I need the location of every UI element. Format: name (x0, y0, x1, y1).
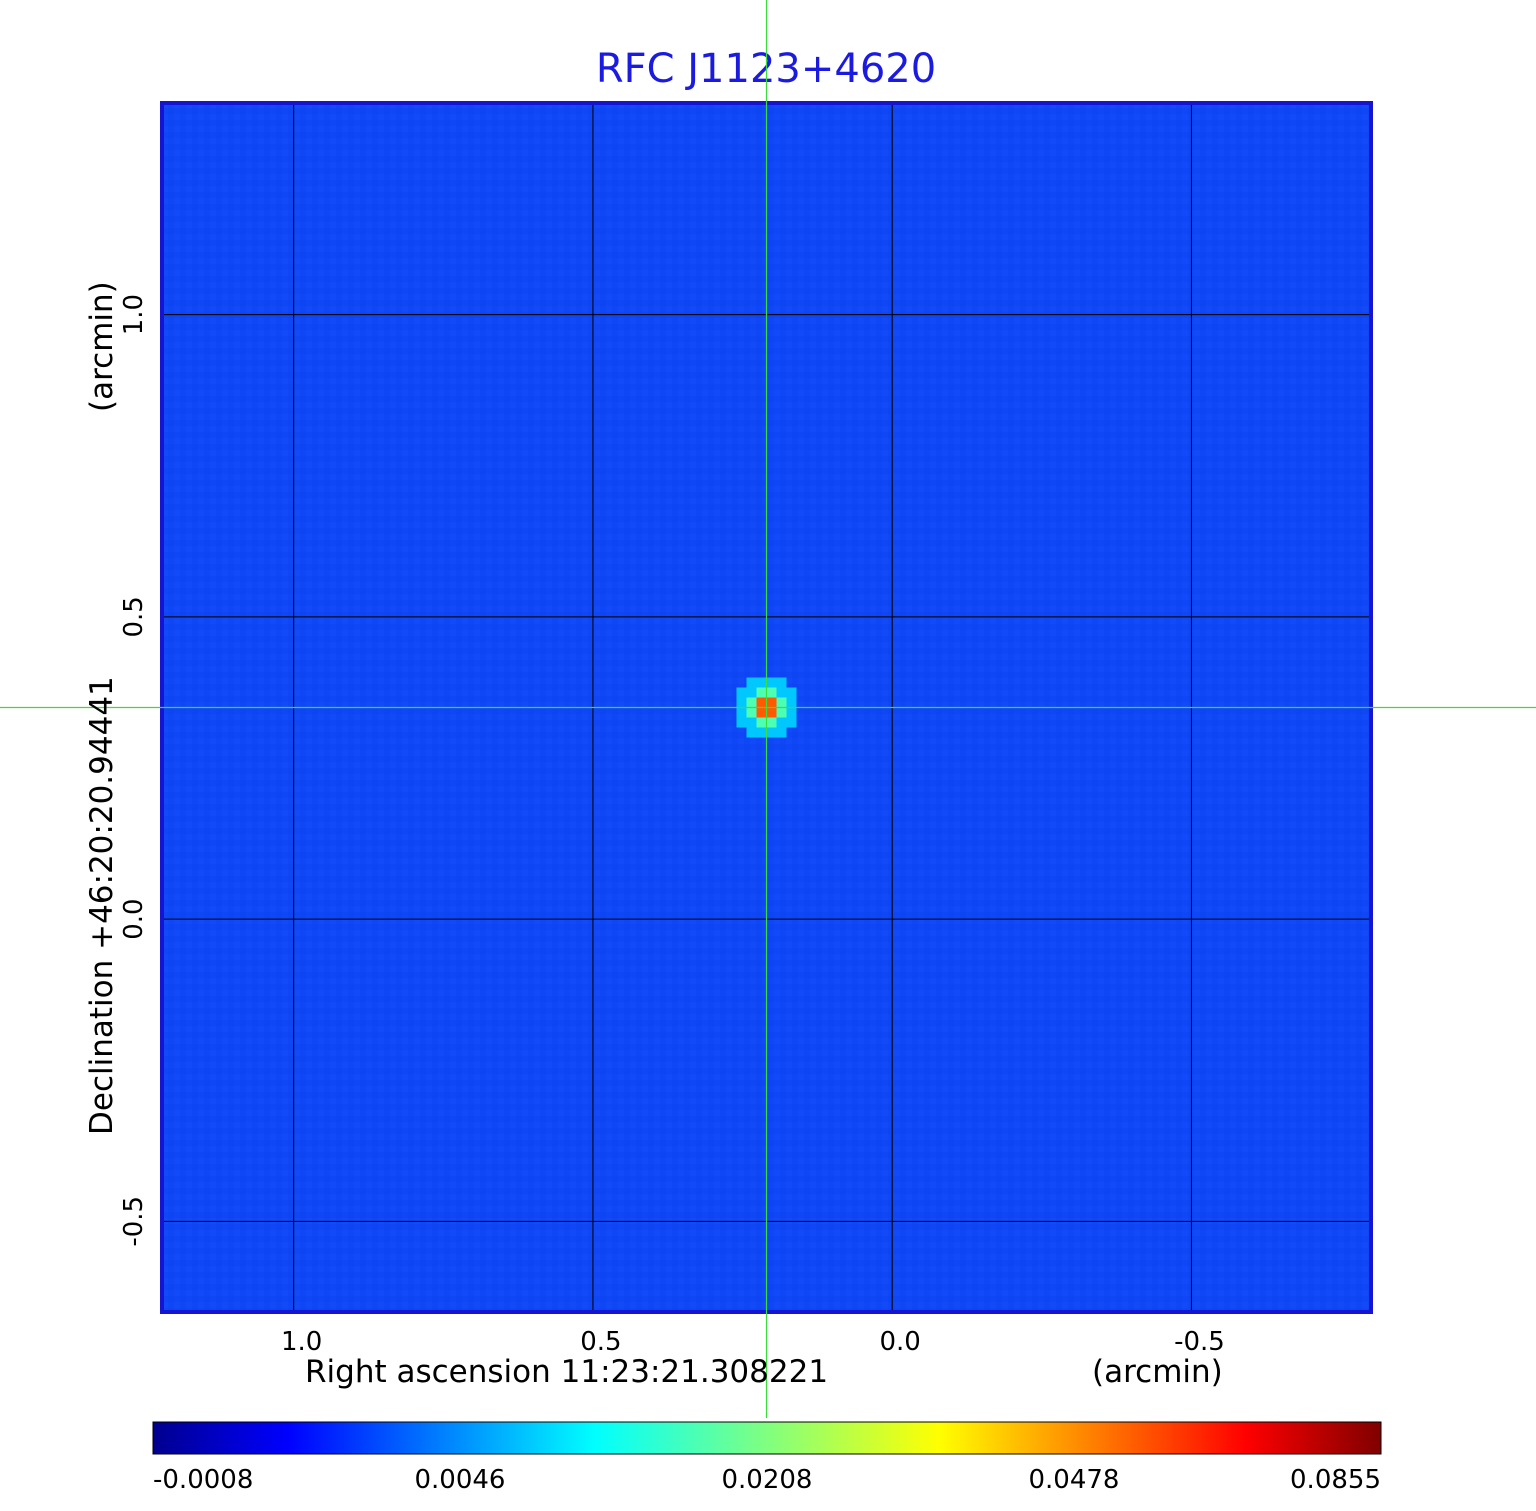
y-axis-label: Declination +46:20:20.94441 (84, 676, 120, 1135)
source-pixel (736, 697, 747, 708)
x-axis-label: Right ascension 11:23:21.308221 (305, 1354, 828, 1390)
source-pixel (736, 717, 747, 728)
source-blob (736, 677, 797, 738)
source-pixel (756, 677, 767, 688)
colorbar-tick-label: 0.0208 (722, 1465, 813, 1495)
x-tick-labels: 1.0 0.5 0.0 -0.5 (281, 1327, 1225, 1357)
source-pixel (746, 687, 757, 698)
x-tick-label: 0.0 (880, 1327, 921, 1357)
source-pixel (776, 687, 787, 698)
source-pixel (776, 707, 787, 718)
colorbar-tick-label: -0.0008 (153, 1465, 253, 1495)
y-tick-label: 0.5 (119, 596, 149, 637)
colorbar-tick-labels: -0.0008 0.0046 0.0208 0.0478 0.0855 (153, 1465, 1381, 1495)
y-axis-unit: (arcmin) (84, 281, 120, 412)
source-pixel (766, 707, 777, 718)
source-pixel (746, 717, 757, 728)
x-tick-label: 0.5 (580, 1327, 621, 1357)
source-pixel (766, 717, 777, 728)
source-pixel (776, 677, 787, 688)
source-pixel (776, 697, 787, 708)
y-tick-label: -0.5 (119, 1196, 149, 1247)
source-pixel (746, 697, 757, 708)
source-pixel (766, 677, 777, 688)
source-pixel (786, 697, 797, 708)
source-pixel (776, 717, 787, 728)
source-pixel (766, 727, 777, 738)
crosshair (0, 0, 1536, 1418)
y-tick-label: 1.0 (119, 294, 149, 335)
source-pixel (756, 727, 767, 738)
source-pixel (756, 707, 767, 718)
source-pixel (756, 697, 767, 708)
colorbar-tick-label: 0.0478 (1029, 1465, 1120, 1495)
source-pixel (766, 697, 777, 708)
source-pixel (736, 687, 747, 698)
source-pixel (746, 677, 757, 688)
y-tick-labels: -0.5 0.0 0.5 1.0 (119, 294, 149, 1247)
source-pixel (786, 717, 797, 728)
source-pixel (746, 707, 757, 718)
x-axis-unit: (arcmin) (1092, 1354, 1223, 1390)
source-pixel (756, 687, 767, 698)
y-tick-label: 0.0 (119, 898, 149, 939)
source-pixel (766, 687, 777, 698)
source-pixel (746, 727, 757, 738)
colorbar-tick-label: 0.0046 (415, 1465, 506, 1495)
source-pixel (786, 687, 797, 698)
colorbar-tick-label: 0.0855 (1290, 1465, 1381, 1495)
source-pixel (736, 707, 747, 718)
colorbar (152, 1421, 1382, 1455)
x-tick-label: 1.0 (281, 1327, 322, 1357)
source-pixel (776, 727, 787, 738)
source-pixel (786, 707, 797, 718)
source-pixel (756, 717, 767, 728)
x-tick-label: -0.5 (1174, 1327, 1225, 1357)
